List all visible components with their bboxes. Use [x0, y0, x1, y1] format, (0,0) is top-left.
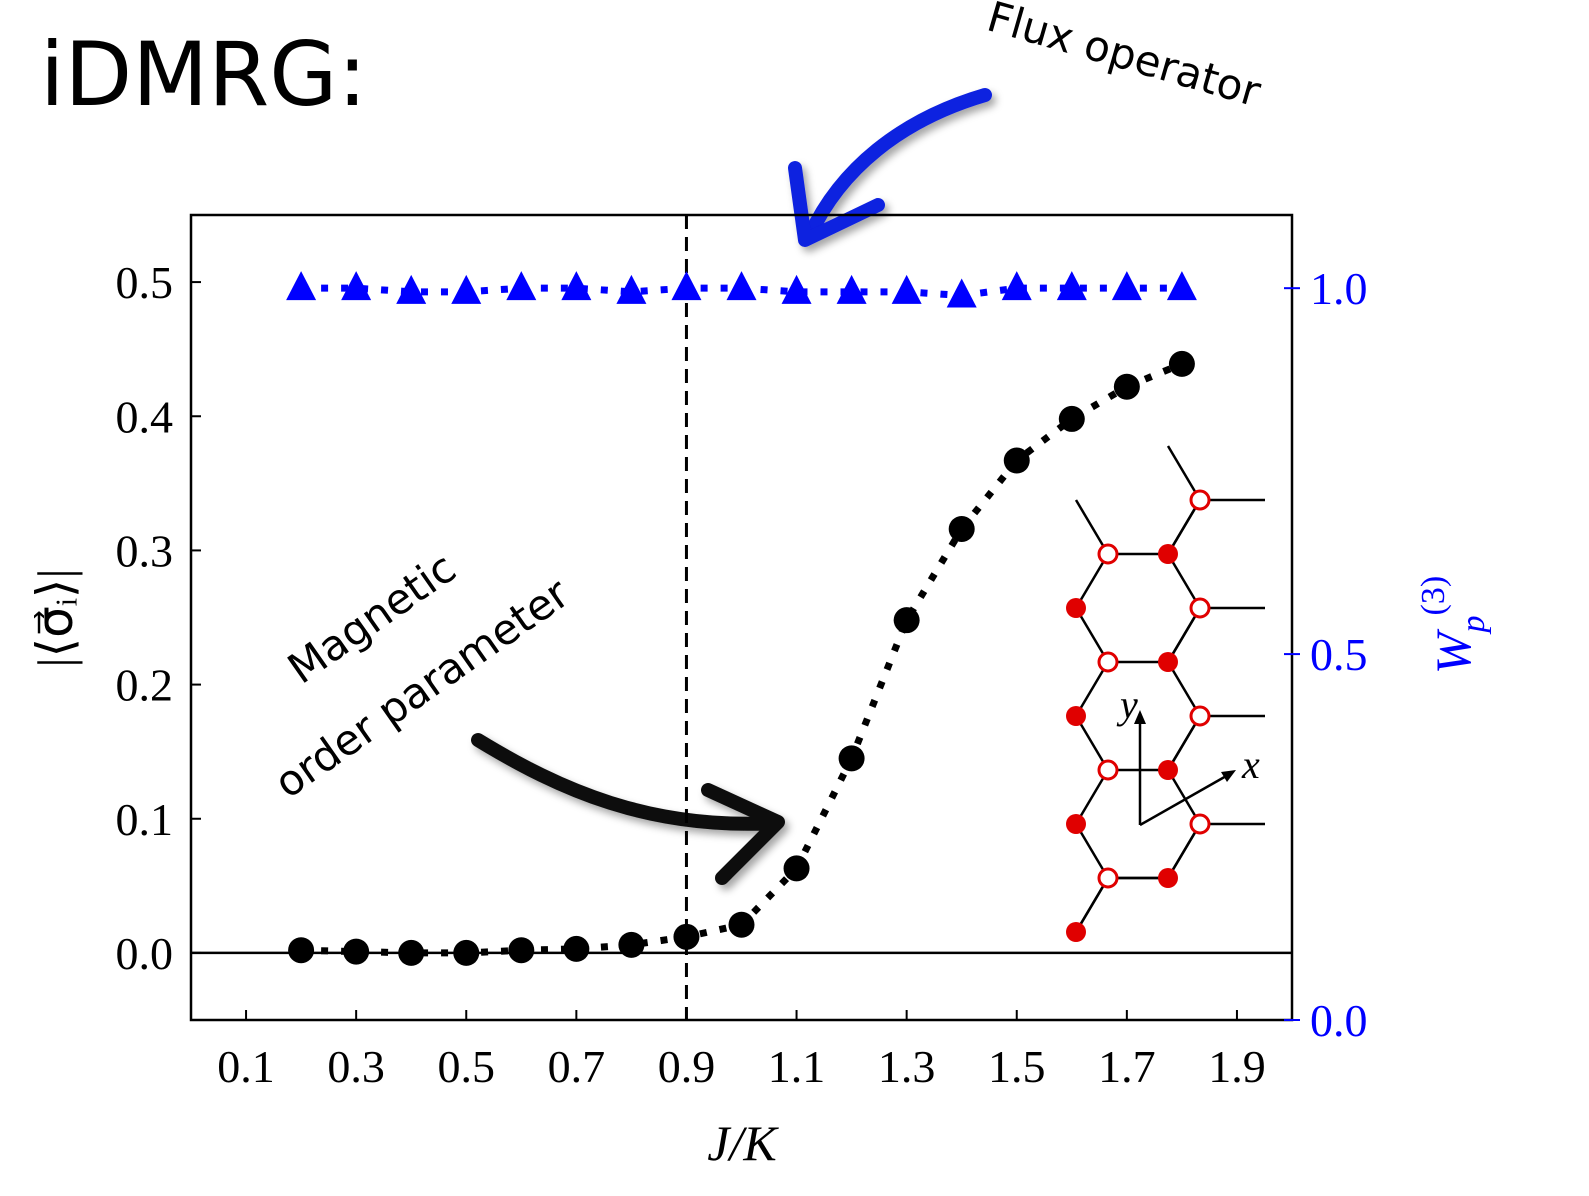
circle-marker [1058, 405, 1085, 432]
x-tick-label: 1.1 [768, 1041, 826, 1092]
triangle-marker [671, 271, 702, 301]
triangle-marker [341, 271, 372, 301]
arrow-shaft [471, 733, 782, 831]
annotation: Flux operator [982, 0, 1267, 117]
circle-marker [343, 938, 370, 965]
triangle-marker [836, 274, 867, 304]
x-tick-label: 0.9 [658, 1041, 716, 1092]
circle-marker [1003, 447, 1030, 474]
triangle-marker [1166, 271, 1197, 301]
triangle-marker [726, 271, 757, 301]
triangle-marker [286, 271, 317, 301]
x-tick-label: 0.5 [438, 1041, 496, 1092]
circle-marker [398, 939, 425, 966]
inset-arrowhead [1134, 710, 1146, 724]
lattice-site [1189, 813, 1211, 835]
lattice-site [1158, 544, 1178, 564]
lattice-site [1097, 651, 1119, 673]
lattice-site [1158, 868, 1178, 888]
y-tick-label: 0.1 [116, 794, 174, 845]
circle-marker [1168, 350, 1195, 377]
arrow-head [788, 161, 885, 247]
lattice-site [1066, 922, 1086, 942]
circle-marker [618, 931, 645, 958]
triangle-marker [506, 271, 537, 301]
x-tick-label: 0.1 [217, 1041, 275, 1092]
lattice-site [1189, 705, 1211, 727]
triangle-marker [781, 274, 812, 304]
circle-marker [838, 745, 865, 772]
flux-arrow [788, 88, 992, 247]
triangle-marker [451, 274, 482, 304]
circle-marker [673, 923, 700, 950]
arrow-shaft [803, 88, 992, 242]
lattice-site [1066, 706, 1086, 726]
y-tick-label: 0.4 [116, 391, 174, 442]
triangle-marker [946, 278, 977, 308]
inset-label: x [1241, 742, 1260, 787]
lattice-site [1066, 814, 1086, 834]
lattice-site [1189, 597, 1211, 619]
y2-tick-label: 0.0 [1310, 995, 1368, 1046]
circle-marker [783, 855, 810, 882]
y2-label-sub: p [1455, 616, 1492, 635]
x-tick-label: 1.7 [1098, 1041, 1156, 1092]
arrow-head [701, 783, 785, 885]
triangle-marker [891, 274, 922, 304]
circle-marker [1113, 373, 1140, 400]
inset-label: y [1116, 682, 1138, 727]
triangle-marker [1056, 271, 1087, 301]
y2-label-main: W [1425, 628, 1481, 674]
lattice-site [1158, 652, 1178, 672]
triangle-marker [1001, 271, 1032, 301]
lattice-site [1097, 759, 1119, 781]
y-tick-label: 0.2 [116, 660, 174, 711]
circle-marker [893, 607, 920, 634]
y2-label-sup: (3) [1415, 576, 1452, 616]
lattice-site [1158, 760, 1178, 780]
x-tick-label: 0.7 [548, 1041, 606, 1092]
y2-tick-label: 1.0 [1310, 263, 1368, 314]
lattice-site [1097, 867, 1119, 889]
triangle-marker [1111, 271, 1142, 301]
circle-marker [453, 939, 480, 966]
order-arrow [471, 733, 785, 885]
y-tick-label: 0.3 [116, 525, 174, 576]
lattice-site [1097, 543, 1119, 565]
x-tick-label: 0.3 [327, 1041, 385, 1092]
lattice-site [1189, 489, 1211, 511]
y2-tick-label: 0.5 [1310, 629, 1368, 680]
inset-lattice: yx [1066, 445, 1265, 942]
inset-axis [1139, 773, 1229, 827]
circle-marker [508, 937, 535, 964]
x-tick-label: 1.5 [988, 1041, 1046, 1092]
circle-marker [728, 911, 755, 938]
plot-frame [189, 213, 1294, 1022]
x-axis-label: J/K [707, 1115, 779, 1171]
triangle-marker [396, 274, 427, 304]
lattice-site [1066, 598, 1086, 618]
circle-marker [563, 935, 590, 962]
y-tick-label: 0.5 [116, 257, 174, 308]
triangle-marker [616, 274, 647, 304]
page-title: iDMRG: [40, 23, 367, 126]
y-axis-label: |⟨σ⃗ᵢ⟩| [27, 569, 83, 668]
triangle-marker [561, 271, 592, 301]
x-tick-label: 1.3 [878, 1041, 936, 1092]
inset-arrowhead [1221, 770, 1236, 782]
y2-axis-label: Wp(3) [1415, 576, 1492, 674]
x-tick-label: 1.9 [1208, 1041, 1266, 1092]
y-tick-label: 0.0 [116, 928, 174, 979]
circle-marker [948, 515, 975, 542]
circle-marker [288, 937, 315, 964]
